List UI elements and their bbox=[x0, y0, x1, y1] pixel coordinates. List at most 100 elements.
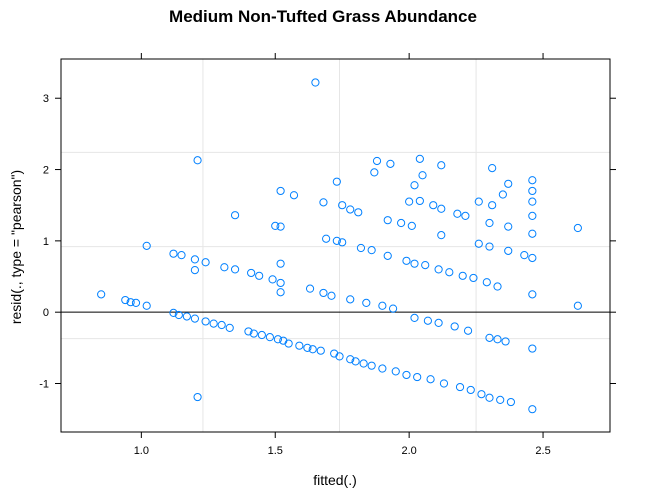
data-point bbox=[276, 288, 285, 297]
data-point bbox=[276, 278, 285, 288]
data-point bbox=[461, 211, 470, 221]
data-point bbox=[97, 290, 106, 299]
data-point bbox=[335, 352, 344, 361]
data-point bbox=[354, 208, 363, 217]
y-tick-label: 2 bbox=[43, 165, 49, 177]
data-point bbox=[169, 308, 178, 317]
data-point bbox=[319, 288, 328, 298]
data-point bbox=[485, 242, 494, 251]
data-point bbox=[367, 361, 376, 370]
data-point bbox=[498, 190, 507, 199]
data-point bbox=[372, 156, 382, 166]
data-point bbox=[201, 317, 210, 326]
data-point bbox=[415, 154, 424, 163]
data-point bbox=[386, 159, 395, 168]
x-axis-label: fitted(.) bbox=[313, 472, 357, 488]
data-point bbox=[255, 271, 264, 280]
data-point bbox=[308, 345, 317, 354]
data-point bbox=[327, 291, 336, 300]
data-point bbox=[434, 318, 443, 327]
data-point bbox=[169, 249, 178, 258]
data-point bbox=[303, 343, 312, 352]
data-point bbox=[437, 161, 446, 170]
data-point bbox=[276, 186, 285, 196]
data-point bbox=[504, 246, 513, 255]
y-tick-label: -1 bbox=[39, 379, 49, 391]
data-point bbox=[332, 177, 341, 186]
data-point bbox=[493, 282, 502, 291]
data-point bbox=[415, 196, 424, 206]
data-point bbox=[367, 246, 376, 255]
data-point bbox=[474, 239, 483, 248]
data-point bbox=[388, 304, 398, 313]
data-points bbox=[97, 78, 582, 414]
data-point bbox=[190, 255, 200, 264]
data-point bbox=[271, 221, 280, 230]
data-point bbox=[528, 197, 537, 206]
grid-lines bbox=[61, 59, 610, 432]
data-point bbox=[346, 205, 355, 214]
data-point bbox=[413, 372, 422, 382]
data-point bbox=[193, 392, 202, 402]
data-point bbox=[332, 236, 341, 245]
data-point bbox=[429, 201, 438, 210]
data-point bbox=[362, 298, 371, 308]
data-point bbox=[528, 344, 537, 353]
data-point bbox=[121, 295, 130, 305]
data-point bbox=[506, 397, 516, 407]
data-point bbox=[407, 221, 416, 230]
data-point bbox=[174, 310, 183, 320]
data-point bbox=[445, 268, 454, 277]
data-point bbox=[410, 181, 419, 190]
data-point bbox=[528, 290, 537, 299]
data-point bbox=[383, 251, 392, 260]
x-tick-label: 1.5 bbox=[268, 445, 283, 457]
data-point bbox=[265, 333, 274, 342]
data-point bbox=[276, 259, 285, 268]
data-point bbox=[528, 253, 537, 263]
data-point bbox=[346, 355, 355, 364]
data-point bbox=[230, 265, 240, 274]
y-tick-label: 3 bbox=[43, 93, 49, 105]
data-point bbox=[305, 284, 315, 293]
data-point bbox=[225, 323, 234, 332]
data-point bbox=[295, 341, 304, 350]
data-point bbox=[268, 275, 277, 284]
data-point bbox=[126, 298, 135, 307]
data-point bbox=[190, 266, 200, 275]
data-point bbox=[311, 78, 320, 87]
data-point bbox=[201, 258, 210, 267]
data-point bbox=[397, 218, 406, 228]
data-point bbox=[485, 333, 494, 342]
plot-frame bbox=[60, 58, 611, 433]
data-point bbox=[426, 375, 435, 384]
data-point bbox=[437, 231, 446, 240]
y-tick-label: 0 bbox=[43, 307, 49, 319]
data-point bbox=[485, 218, 494, 228]
data-point bbox=[418, 171, 427, 180]
data-point bbox=[528, 405, 537, 414]
data-point bbox=[249, 329, 258, 338]
data-point bbox=[455, 382, 465, 392]
chart-title: Medium Non-Tufted Grass Abundance bbox=[169, 7, 477, 26]
data-point bbox=[520, 251, 529, 260]
data-point bbox=[209, 319, 218, 328]
data-point bbox=[217, 320, 226, 330]
data-point bbox=[142, 241, 151, 250]
data-point bbox=[370, 168, 379, 177]
data-point bbox=[220, 263, 229, 272]
data-point bbox=[289, 191, 299, 200]
data-point bbox=[504, 179, 513, 188]
data-point bbox=[402, 256, 411, 265]
data-point bbox=[410, 259, 419, 268]
data-point bbox=[346, 295, 355, 304]
data-point bbox=[405, 197, 414, 206]
data-point bbox=[319, 198, 328, 207]
data-point bbox=[504, 222, 513, 231]
data-point bbox=[338, 238, 347, 247]
data-point bbox=[434, 265, 443, 274]
data-point bbox=[573, 301, 582, 310]
data-point bbox=[488, 201, 497, 210]
data-point bbox=[528, 186, 537, 196]
